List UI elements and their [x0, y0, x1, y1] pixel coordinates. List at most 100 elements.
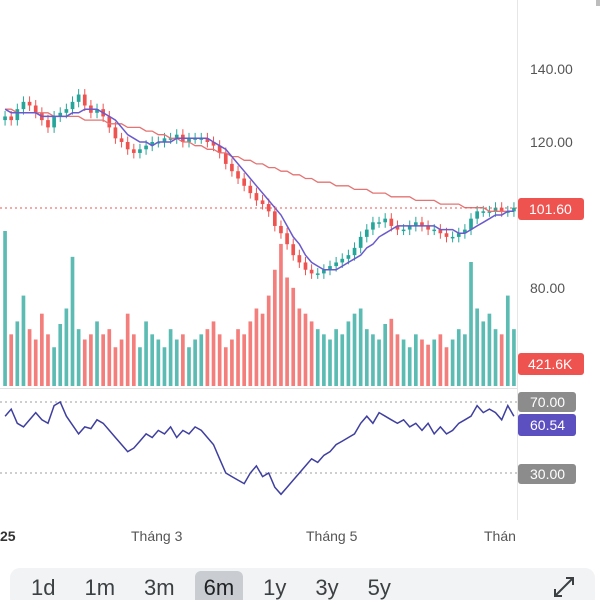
rsi-lower-tag: 30.00	[518, 464, 576, 484]
volume-bar	[248, 321, 253, 386]
range-tab-6m[interactable]: 6m	[194, 571, 244, 600]
volume-bar	[9, 334, 14, 386]
scrollbar-thumb[interactable]	[596, 0, 600, 6]
candle-body	[346, 255, 351, 259]
volume-bar	[272, 269, 277, 386]
volume-bar	[512, 329, 516, 386]
candle-body	[125, 142, 130, 150]
candle-body	[414, 222, 418, 226]
candle-body	[340, 258, 345, 263]
candle-body	[113, 127, 118, 139]
svg-text:421.6K: 421.6K	[528, 356, 573, 372]
volume-bar	[33, 339, 38, 386]
candle-body	[432, 229, 437, 232]
volume-bar	[481, 321, 486, 386]
volume-bar	[401, 339, 406, 386]
range-tab-3m[interactable]: 3m	[135, 571, 184, 600]
candle-body	[260, 200, 265, 205]
candle-body	[199, 138, 204, 140]
candle-body	[364, 229, 369, 237]
candle-body	[426, 225, 430, 230]
volume-bar	[150, 334, 155, 386]
candle-body	[322, 269, 326, 274]
volume-bar	[426, 344, 430, 386]
volume-bar	[15, 321, 20, 386]
candle-body	[285, 233, 289, 245]
volume-bar	[469, 262, 473, 386]
candle-body	[82, 94, 87, 106]
volume-bar	[76, 329, 81, 386]
candle-body	[291, 244, 296, 256]
candle-body	[475, 211, 479, 219]
volume-bar	[371, 334, 375, 386]
candle-body	[168, 138, 173, 140]
range-tab-1y[interactable]: 1y	[254, 571, 295, 600]
candle-body	[230, 163, 234, 172]
volume-bar	[95, 321, 99, 386]
volume-bar	[199, 334, 204, 386]
volume-bar	[113, 347, 118, 386]
volume-bar	[438, 334, 443, 386]
candle-body	[383, 218, 388, 223]
candle-body	[444, 233, 449, 237]
volume-bar	[70, 256, 75, 386]
volume-bar	[193, 339, 197, 386]
volume-bar	[291, 287, 296, 386]
volume-bar	[407, 347, 412, 386]
candle-body	[27, 101, 32, 106]
short-moving-average-line	[4, 108, 514, 271]
time-label-thang-cut: Thán	[484, 528, 516, 544]
candle-body	[95, 109, 99, 113]
svg-text:70.00: 70.00	[530, 394, 565, 410]
volume-tag: 421.6K	[518, 353, 584, 375]
candle-body	[401, 229, 406, 232]
volume-bar	[138, 347, 142, 386]
candle-body	[499, 207, 504, 212]
candle-body	[377, 222, 381, 224]
candle-body	[334, 262, 338, 267]
expand-diagonal-icon[interactable]	[551, 574, 577, 600]
candle-body	[450, 236, 455, 239]
volume-bar	[125, 313, 130, 386]
price-tick-120: 120.00	[530, 134, 573, 150]
candle-body	[211, 142, 216, 146]
volume-bar	[223, 347, 228, 386]
candlesticks	[3, 89, 516, 279]
volume-bar	[101, 334, 105, 386]
volume-bar	[377, 339, 381, 386]
candle-body	[46, 120, 50, 128]
range-tab-3y[interactable]: 3y	[306, 571, 347, 600]
svg-text:30.00: 30.00	[530, 466, 565, 482]
volume-bar	[322, 334, 326, 386]
candle-body	[303, 262, 308, 270]
candle-body	[407, 225, 412, 230]
last-price-tag: 101.60	[518, 198, 584, 220]
candle-body	[266, 204, 271, 212]
volume-bar	[89, 334, 93, 386]
candle-body	[217, 145, 222, 153]
price-tick-80: 80.00	[530, 280, 565, 296]
candle-body	[254, 193, 259, 201]
candle-body	[463, 229, 467, 234]
volume-bar	[64, 308, 69, 386]
volume-bar	[383, 324, 388, 386]
volume-bar	[340, 334, 345, 386]
range-tab-5y[interactable]: 5y	[359, 571, 400, 600]
volume-bar	[107, 329, 112, 386]
right-axis-divider	[517, 0, 518, 520]
candle-body	[205, 138, 210, 142]
volume-bar	[420, 339, 424, 386]
volume-bar	[358, 308, 363, 386]
range-tab-1d[interactable]: 1d	[22, 571, 64, 600]
volume-bar	[456, 329, 461, 386]
rsi-current-tag: 60.54	[518, 414, 576, 436]
volume-bar	[285, 277, 289, 386]
candle-body	[469, 218, 473, 230]
range-tab-1m[interactable]: 1m	[75, 571, 124, 600]
candle-body	[297, 255, 302, 263]
volume-bar	[144, 321, 148, 386]
candle-body	[242, 178, 247, 186]
volume-bar	[309, 321, 314, 386]
candle-body	[174, 134, 179, 139]
